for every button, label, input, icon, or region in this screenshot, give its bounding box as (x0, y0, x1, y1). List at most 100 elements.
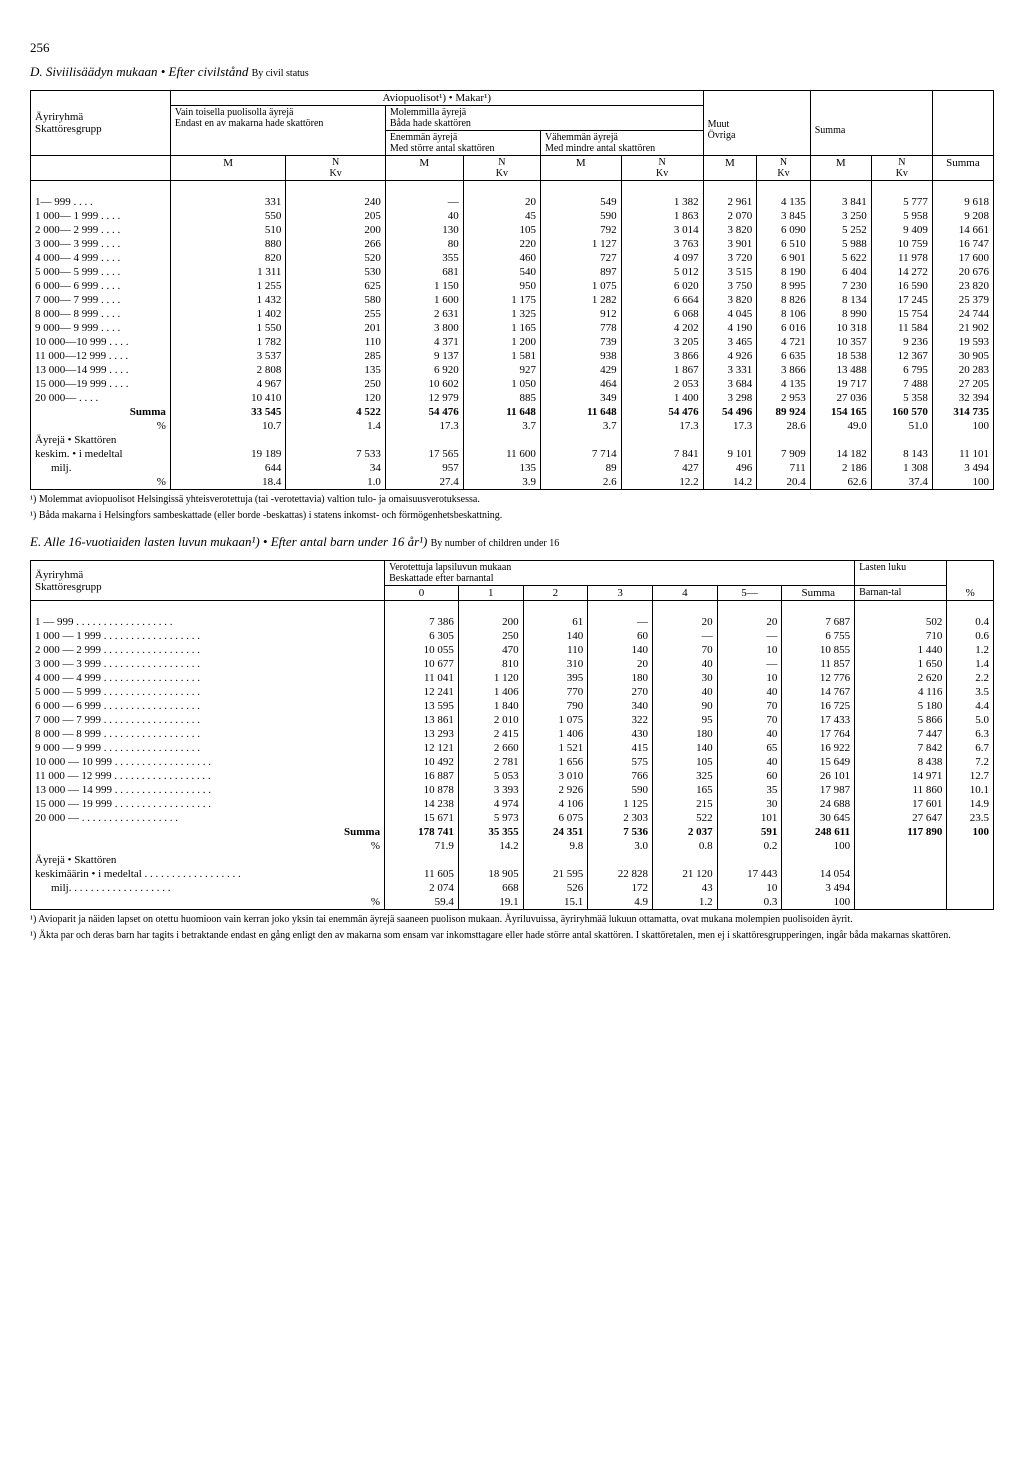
cell: 1 000 — 1 999 (31, 629, 385, 643)
cell: 3 331 (703, 363, 757, 377)
cell: 1.2 (652, 895, 717, 910)
cell: 9 208 (932, 209, 993, 223)
table-row: 3 000— 3 999880266802201 1273 7633 9016 … (31, 237, 994, 251)
cell: 15 671 (385, 811, 459, 825)
table-row: 7 000— 7 9991 4325801 6001 1751 2826 664… (31, 293, 994, 307)
cell: 3 298 (703, 391, 757, 405)
hdr-Kv5: Kv (896, 168, 908, 179)
cell: 71.9 (385, 839, 459, 853)
table-row: 5 000— 5 9991 3115306815408975 0123 5158… (31, 265, 994, 279)
cell: 100 (947, 825, 994, 839)
cell: 15 000 — 19 999 (31, 797, 385, 811)
cell: 110 (286, 335, 385, 349)
title-e-prefix: E. Alle 16-vuotiaiden lasten luvun mukaa… (30, 534, 260, 549)
cell: 105 (652, 755, 717, 769)
cell: 34 (286, 461, 385, 475)
cell: 10 677 (385, 657, 459, 671)
cell: 4 135 (757, 195, 811, 209)
cell: 10 410 (170, 391, 286, 405)
cell: 6 510 (757, 237, 811, 251)
cell: 70 (717, 713, 782, 727)
cell: 7 230 (810, 279, 871, 293)
cell: 12.2 (621, 475, 703, 490)
cell: 1 150 (385, 279, 463, 293)
cell: 1 440 (855, 643, 947, 657)
hdr-aviopuolisot: Aviopuolisot¹) • Makar¹) (170, 91, 703, 106)
table-row: keskimäärin • i medeltal11 60518 90521 5… (31, 867, 994, 881)
cell: 549 (540, 195, 621, 209)
cell: 3 845 (757, 209, 811, 223)
cell: 19 189 (170, 447, 286, 461)
cell: 40 (717, 755, 782, 769)
hdr-Kv4: Kv (777, 168, 789, 179)
cell: 10 878 (385, 783, 459, 797)
table-row: 6 000— 6 9991 2556251 1509501 0756 0203 … (31, 279, 994, 293)
cell: 201 (286, 321, 385, 335)
cell: 540 (463, 265, 540, 279)
cell: 325 (652, 769, 717, 783)
cell: 3 763 (621, 237, 703, 251)
cell: 13 488 (810, 363, 871, 377)
table-row: 13 000—14 9992 8081356 9209274291 8673 3… (31, 363, 994, 377)
cell: 178 741 (385, 825, 459, 839)
cell: 16 590 (871, 279, 932, 293)
cell: 172 (588, 881, 653, 895)
cell: 154 165 (810, 405, 871, 419)
cell: 6 920 (385, 363, 463, 377)
cell: 13 595 (385, 699, 459, 713)
cell: 7 000— 7 999 (31, 293, 171, 307)
cell: 4 371 (385, 335, 463, 349)
hdr-e-2: 2 (523, 586, 588, 601)
cell: 27 036 (810, 391, 871, 405)
table-d: Äyriryhmä Skattöresgrupp Aviopuolisot¹) … (30, 90, 994, 490)
cell: 21 120 (652, 867, 717, 881)
cell: 95 (652, 713, 717, 727)
cell: 3 205 (621, 335, 703, 349)
cell: 14 971 (855, 769, 947, 783)
cell: 8 134 (810, 293, 871, 307)
cell: 17 987 (782, 783, 855, 797)
cell: 19 717 (810, 377, 871, 391)
hdr-e-lasten: Lasten luku (859, 562, 906, 573)
table-e-title: E. Alle 16-vuotiaiden lasten luvun mukaa… (30, 534, 994, 550)
cell: 395 (523, 671, 588, 685)
title-e-bullet: • (263, 534, 268, 549)
hdr-N1: N (332, 157, 339, 168)
cell: 28.6 (757, 419, 811, 433)
cell: 3 494 (782, 881, 855, 895)
cell: 8 000— 8 999 (31, 307, 171, 321)
cell: 1 656 (523, 755, 588, 769)
cell: 21 902 (932, 321, 993, 335)
cell: 1 075 (523, 713, 588, 727)
cell: 7 841 (621, 447, 703, 461)
cell: 15 649 (782, 755, 855, 769)
cell: 45 (463, 209, 540, 223)
cell: 9 137 (385, 349, 463, 363)
cell: 15 000—19 999 (31, 377, 171, 391)
cell: 16 887 (385, 769, 459, 783)
cell: 4 000 — 4 999 (31, 671, 385, 685)
cell: 522 (652, 811, 717, 825)
cell: 17 764 (782, 727, 855, 741)
cell: 8 190 (757, 265, 811, 279)
cell: 30 (652, 671, 717, 685)
cell: 1 200 (463, 335, 540, 349)
cell: 13 000—14 999 (31, 363, 171, 377)
cell: 8 995 (757, 279, 811, 293)
cell: 5 053 (458, 769, 523, 783)
cell: 17 245 (871, 293, 932, 307)
cell: 250 (458, 629, 523, 643)
table-row: 8 000 — 8 99913 2932 4151 4064301804017 … (31, 727, 994, 741)
title-d-italic: Efter civilstånd (169, 64, 249, 79)
cell: — (588, 615, 653, 629)
hdr-M4: M (703, 156, 757, 181)
hdr-e-3: 3 (588, 586, 653, 601)
cell: 200 (458, 615, 523, 629)
cell: 11 605 (385, 867, 459, 881)
hdr-N4: N (780, 157, 787, 168)
hdr-Kv2: Kv (496, 168, 508, 179)
cell (855, 867, 947, 881)
cell: 6 635 (757, 349, 811, 363)
cell: 1 840 (458, 699, 523, 713)
cell: 101 (717, 811, 782, 825)
